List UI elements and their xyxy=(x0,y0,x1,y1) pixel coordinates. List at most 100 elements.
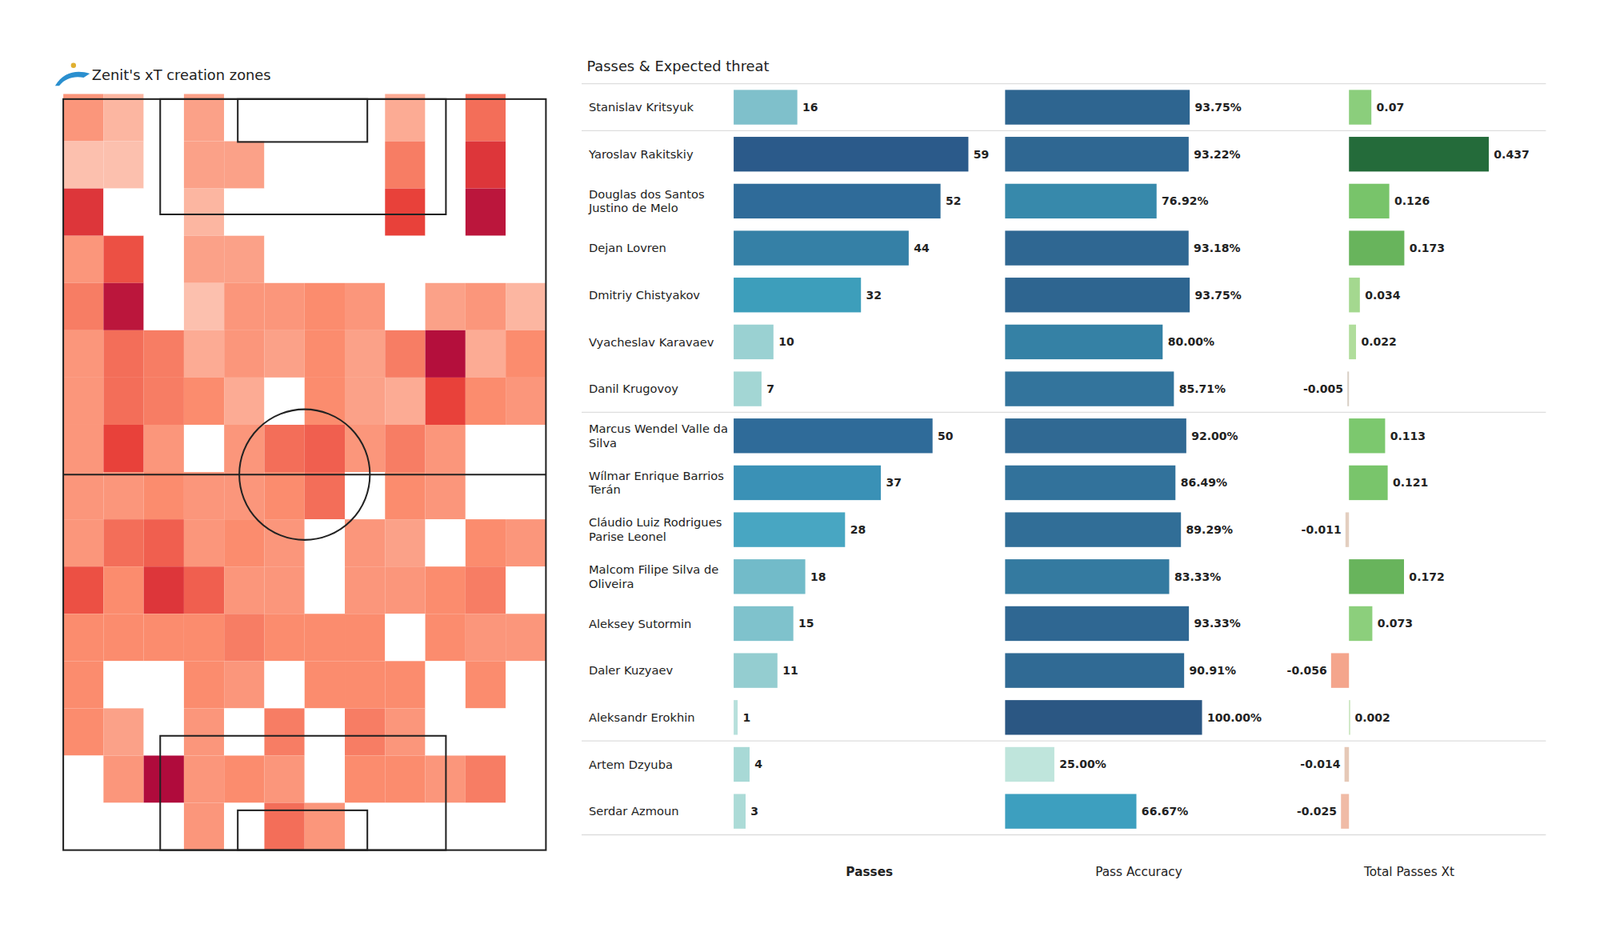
cell xyxy=(304,519,345,567)
data-label: 0.002 xyxy=(1354,711,1390,724)
cell xyxy=(465,330,506,378)
data-label: 0.172 xyxy=(1408,570,1444,584)
cell xyxy=(103,803,144,851)
bar xyxy=(1004,652,1184,688)
cell xyxy=(465,755,506,803)
data-label: -0.005 xyxy=(1303,382,1344,396)
cell xyxy=(384,803,425,851)
bar xyxy=(1004,700,1202,735)
data-label: 28 xyxy=(850,523,867,536)
cell xyxy=(144,236,184,284)
bar xyxy=(733,652,778,688)
cell xyxy=(465,283,506,331)
bars xyxy=(733,89,968,828)
cell xyxy=(505,141,546,189)
cell xyxy=(184,755,224,803)
six-yard-box xyxy=(237,810,368,851)
cell xyxy=(184,424,224,472)
cell xyxy=(384,141,425,189)
cell xyxy=(184,660,224,708)
cell xyxy=(465,472,506,520)
bar xyxy=(733,184,941,219)
cell xyxy=(144,708,184,756)
bar xyxy=(1004,606,1189,641)
bar xyxy=(1004,418,1186,453)
bar xyxy=(1004,371,1174,406)
player-name: Douglas dos SantosJustino de Melo xyxy=(588,187,705,216)
cell xyxy=(465,141,506,189)
data-label: -0.056 xyxy=(1287,664,1328,677)
cell xyxy=(224,755,264,803)
cell xyxy=(384,424,425,472)
separator xyxy=(581,130,1546,132)
cell xyxy=(184,377,224,425)
cells xyxy=(63,93,546,850)
cell xyxy=(63,141,104,189)
cell xyxy=(384,660,425,708)
data-label: -0.025 xyxy=(1296,804,1337,818)
cell xyxy=(103,708,144,756)
bar xyxy=(1004,559,1169,594)
bar xyxy=(1004,793,1136,828)
cell xyxy=(224,93,264,141)
player-name: Wílmar Enrique BarriosTerán xyxy=(588,468,724,497)
data-label: 32 xyxy=(866,288,883,302)
bar xyxy=(1348,559,1404,594)
logo xyxy=(55,63,90,87)
cell xyxy=(425,472,466,520)
cell xyxy=(304,755,345,803)
data-label: 85.71% xyxy=(1179,382,1226,396)
separator xyxy=(581,740,1546,742)
cell xyxy=(144,93,184,141)
player-name: Dmitriy Chistyakov xyxy=(588,288,700,302)
bar xyxy=(1004,89,1190,124)
cell xyxy=(144,330,184,378)
cell xyxy=(224,519,264,567)
cell xyxy=(465,188,506,236)
separators xyxy=(581,84,1546,836)
cell xyxy=(505,377,546,425)
cell xyxy=(425,424,466,472)
table-title: Passes & Expected threat xyxy=(586,57,769,75)
bar xyxy=(733,371,762,406)
data-label: 93.18% xyxy=(1193,241,1240,255)
data-label: 52 xyxy=(945,194,962,208)
cell xyxy=(505,188,546,236)
bar xyxy=(1348,277,1360,312)
cell xyxy=(465,708,506,756)
heatmap-title: Zenit's xT creation zones xyxy=(92,66,272,84)
player-names: Stanislav KritsyukYaroslav RakitskiyDoug… xyxy=(588,100,728,818)
cell xyxy=(344,566,385,614)
cell xyxy=(384,519,425,567)
cell xyxy=(425,613,466,661)
cell xyxy=(344,93,385,141)
cell xyxy=(224,566,264,614)
cell xyxy=(224,141,264,189)
cell xyxy=(63,283,104,331)
penalty-box xyxy=(160,99,446,215)
cell xyxy=(344,283,385,331)
cell xyxy=(224,708,264,756)
cell xyxy=(505,472,546,520)
bar xyxy=(733,230,909,265)
bar xyxy=(1348,136,1489,172)
bar xyxy=(733,418,933,453)
cell xyxy=(63,330,104,378)
cell xyxy=(184,613,224,661)
data-label: 86.49% xyxy=(1180,476,1228,489)
cell xyxy=(103,519,144,567)
cell xyxy=(224,236,264,284)
data-label: 93.22% xyxy=(1193,148,1240,161)
cell xyxy=(224,377,264,425)
data-label: 93.75% xyxy=(1195,288,1242,302)
cell xyxy=(304,141,345,189)
cell xyxy=(425,660,466,708)
bar xyxy=(1344,747,1350,782)
data-labels: 0.070.4370.1260.1730.0340.022-0.0050.113… xyxy=(1287,100,1530,818)
cell xyxy=(304,424,345,472)
player-name: Aleksandr Erokhin xyxy=(588,710,696,724)
cell xyxy=(425,566,466,614)
data-labels: 1659524432107503728181511143 xyxy=(742,100,989,818)
penalty-box xyxy=(160,736,446,851)
player-name: Dejan Lovren xyxy=(588,240,667,255)
